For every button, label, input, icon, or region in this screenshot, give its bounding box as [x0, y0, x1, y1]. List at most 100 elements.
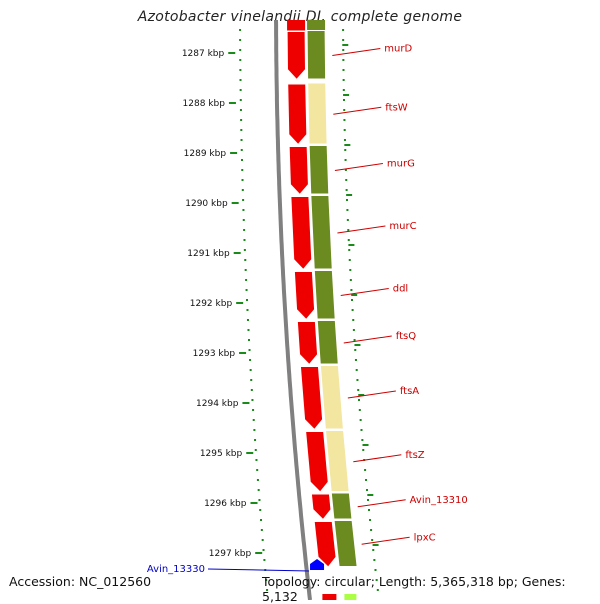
- gene-arrow-ftsq[interactable]: [296, 321, 319, 366]
- feature-band: [307, 20, 326, 31]
- accession-text: Accession: NC_012560: [9, 574, 152, 589]
- tick-label: 1288 kbp: [183, 99, 226, 109]
- minor-tick: [250, 389, 253, 391]
- gene-arrow-murg[interactable]: [288, 146, 309, 196]
- tick-label: 1291 kbp: [187, 249, 230, 259]
- inner-minor-tick: [351, 299, 353, 301]
- inner-minor-tick: [342, 69, 345, 71]
- leader-line: [337, 225, 386, 234]
- feature-band: [307, 82, 328, 145]
- gene-label-ftsw[interactable]: ftsW: [385, 102, 407, 113]
- gene-label-ftsq[interactable]: ftsQ: [396, 331, 416, 342]
- minor-tick: [240, 159, 243, 161]
- inner-minor-tick: [355, 369, 358, 371]
- inner-minor-tick: [356, 379, 359, 381]
- minor-tick: [255, 459, 258, 461]
- minor-tick: [239, 69, 242, 71]
- tick-label: 1294 kbp: [196, 399, 239, 409]
- inner-minor-tick: [343, 139, 346, 141]
- inner-minor-tick: [362, 449, 365, 451]
- inner-minor-tick: [344, 169, 347, 171]
- minor-tick: [252, 419, 255, 421]
- minor-tick: [248, 349, 251, 351]
- minor-tick: [242, 209, 245, 211]
- feature-band: [333, 520, 358, 567]
- gene-arrow-ddl[interactable]: [293, 271, 316, 321]
- inner-minor-tick: [349, 269, 352, 271]
- inner-minor-tick: [357, 389, 360, 391]
- gene-label-lpxc[interactable]: lpxC: [414, 532, 436, 543]
- tick-layer: 1287 kbp 1288 kbp 1289 kbp 1290 kbp 1291 kbp…: [182, 29, 379, 591]
- gene-label-avin_13310[interactable]: Avin_13310: [410, 495, 468, 506]
- minor-tick: [241, 179, 244, 181]
- gene-label-murg[interactable]: murG: [387, 159, 415, 170]
- gene-arrow-ftsa[interactable]: [299, 366, 324, 431]
- gene-label-ftsa[interactable]: ftsA: [400, 386, 419, 397]
- minor-tick: [261, 539, 264, 541]
- inner-minor-tick: [342, 79, 345, 81]
- inner-minor-tick: [372, 549, 375, 551]
- minor-tick: [259, 509, 262, 511]
- minor-tick: [245, 289, 248, 291]
- inner-minor-tick: [367, 499, 369, 501]
- minor-tick: [239, 79, 242, 81]
- inner-minor-tick: [347, 229, 350, 231]
- gene-arrow-avin_13310[interactable]: [310, 493, 332, 521]
- leader-line-blue: [207, 568, 310, 572]
- leader-line: [357, 499, 406, 508]
- minor-tick: [258, 499, 261, 501]
- gene-layer: [286, 20, 358, 600]
- minor-tick: [254, 449, 257, 451]
- inner-minor-tick: [342, 89, 345, 91]
- gene-arrow-ftsz[interactable]: [305, 431, 329, 493]
- inner-minor-tick: [376, 589, 379, 591]
- gene-label-ddl[interactable]: ddl: [393, 284, 408, 295]
- inner-minor-tick: [343, 99, 345, 101]
- inner-minor-tick: [348, 259, 351, 261]
- inner-minor-tick: [352, 329, 355, 331]
- gene-label-murc[interactable]: murC: [389, 221, 416, 232]
- gene-label-ftsz[interactable]: ftsZ: [405, 450, 424, 461]
- minor-tick: [239, 109, 242, 111]
- gene-arrow-lpxc[interactable]: [313, 521, 337, 568]
- minor-tick: [239, 59, 242, 61]
- gene-arrow-murc[interactable]: [290, 196, 313, 271]
- inner-minor-tick: [360, 429, 363, 431]
- inner-minor-tick: [371, 539, 374, 541]
- gene-label-murd[interactable]: murD: [384, 44, 412, 55]
- inner-minor-tick: [343, 119, 346, 121]
- minor-tick: [239, 89, 242, 91]
- leader-line: [333, 106, 382, 115]
- inner-minor-tick: [354, 349, 357, 351]
- minor-tick: [247, 339, 250, 341]
- tick-label: 1293 kbp: [193, 349, 236, 359]
- inner-minor-tick: [352, 319, 355, 321]
- inner-minor-tick: [342, 49, 345, 51]
- gene-label-avin-13330[interactable]: Avin_13330: [147, 564, 205, 575]
- feature-band: [310, 195, 333, 270]
- minor-tick: [253, 429, 256, 431]
- minor-tick: [250, 379, 253, 381]
- inner-minor-tick: [370, 529, 373, 531]
- inner-minor-tick: [353, 339, 356, 341]
- tick-label: 1289 kbp: [184, 149, 227, 159]
- tick-label: 1295 kbp: [200, 449, 243, 459]
- inner-minor-tick: [343, 109, 346, 111]
- minor-tick: [239, 39, 242, 41]
- inner-minor-tick: [358, 399, 360, 401]
- tick-label: 1287 kbp: [182, 49, 225, 59]
- inner-minor-tick: [346, 199, 348, 201]
- minor-tick: [260, 529, 263, 531]
- minor-tick: [257, 489, 260, 491]
- inner-minor-tick: [348, 249, 351, 251]
- feature-band: [324, 430, 350, 492]
- minor-tick: [262, 549, 265, 551]
- minor-tick: [252, 409, 255, 411]
- leader-line: [343, 335, 392, 344]
- gene-arrow-ftsw[interactable]: [287, 83, 308, 146]
- inner-minor-tick: [344, 159, 347, 161]
- gene-arrow-murd[interactable]: [286, 31, 306, 81]
- inner-minor-tick: [349, 279, 352, 281]
- gene-marker-avin-13330[interactable]: [310, 559, 325, 570]
- inner-minor-tick: [345, 179, 348, 181]
